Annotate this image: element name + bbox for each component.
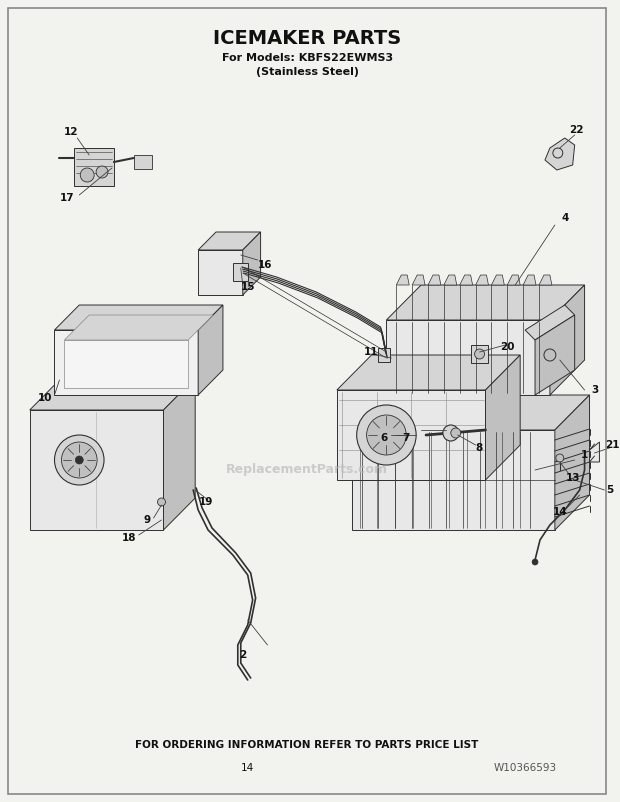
Text: 13: 13: [565, 473, 580, 483]
Text: 2: 2: [239, 650, 246, 660]
Circle shape: [366, 415, 406, 455]
Text: 12: 12: [64, 127, 79, 137]
Bar: [134, 155, 152, 169]
Polygon shape: [428, 275, 441, 285]
Polygon shape: [545, 138, 575, 170]
Polygon shape: [386, 285, 585, 320]
Text: 15: 15: [241, 282, 255, 292]
Text: 7: 7: [402, 433, 410, 443]
Circle shape: [532, 559, 538, 565]
Text: For Models: KBFS22EWMS3: For Models: KBFS22EWMS3: [221, 53, 392, 63]
Text: 20: 20: [500, 342, 515, 352]
Polygon shape: [386, 320, 550, 395]
Polygon shape: [337, 355, 520, 390]
Text: 14: 14: [552, 507, 567, 517]
Text: 1: 1: [581, 450, 588, 460]
Bar: [471, 345, 489, 363]
Text: 22: 22: [569, 125, 584, 135]
Bar: [74, 148, 114, 186]
Polygon shape: [30, 410, 164, 530]
Text: 21: 21: [605, 440, 619, 450]
Text: (Stainless Steel): (Stainless Steel): [255, 67, 358, 77]
Polygon shape: [555, 395, 590, 530]
Polygon shape: [523, 275, 536, 285]
Text: 18: 18: [122, 533, 136, 543]
Polygon shape: [396, 275, 409, 285]
Polygon shape: [30, 378, 195, 410]
Circle shape: [61, 442, 97, 478]
Text: 16: 16: [259, 260, 273, 270]
Polygon shape: [444, 275, 457, 285]
Text: 10: 10: [37, 393, 52, 403]
Text: 4: 4: [561, 213, 569, 223]
Polygon shape: [476, 275, 489, 285]
Text: 19: 19: [199, 497, 213, 507]
Circle shape: [356, 405, 416, 465]
Text: ReplacementParts.com: ReplacementParts.com: [226, 464, 388, 476]
Text: W10366593: W10366593: [494, 763, 557, 773]
Text: 5: 5: [606, 485, 613, 495]
Polygon shape: [412, 275, 425, 285]
Circle shape: [157, 498, 166, 506]
Text: 3: 3: [591, 385, 598, 395]
Polygon shape: [337, 390, 485, 480]
Polygon shape: [525, 305, 575, 340]
Polygon shape: [590, 442, 600, 462]
Text: 11: 11: [365, 347, 379, 357]
Circle shape: [96, 166, 108, 178]
Bar: [378, 348, 391, 362]
Polygon shape: [164, 378, 195, 530]
Bar: [198, 250, 243, 295]
Polygon shape: [352, 430, 555, 530]
Circle shape: [55, 435, 104, 485]
Polygon shape: [460, 275, 472, 285]
Circle shape: [80, 168, 94, 182]
Polygon shape: [507, 275, 520, 285]
Circle shape: [556, 454, 564, 462]
Polygon shape: [492, 275, 504, 285]
Polygon shape: [55, 305, 223, 330]
Polygon shape: [198, 305, 223, 395]
Polygon shape: [485, 355, 520, 480]
Polygon shape: [55, 330, 198, 395]
Polygon shape: [539, 275, 552, 285]
Circle shape: [75, 456, 83, 464]
Text: 8: 8: [475, 443, 482, 453]
Polygon shape: [550, 285, 585, 395]
Text: FOR ORDERING INFORMATION REFER TO PARTS PRICE LIST: FOR ORDERING INFORMATION REFER TO PARTS …: [135, 740, 479, 750]
Bar: [233, 263, 248, 281]
Polygon shape: [243, 232, 260, 295]
Polygon shape: [198, 232, 260, 250]
Polygon shape: [535, 315, 575, 395]
Polygon shape: [352, 395, 590, 430]
Text: ICEMAKER PARTS: ICEMAKER PARTS: [213, 29, 401, 47]
Text: 6: 6: [381, 433, 388, 443]
Circle shape: [443, 425, 459, 441]
Text: 17: 17: [60, 193, 74, 203]
Polygon shape: [64, 315, 213, 340]
Circle shape: [474, 349, 484, 359]
Polygon shape: [64, 340, 188, 388]
Text: 14: 14: [241, 763, 254, 773]
Text: 9: 9: [143, 515, 150, 525]
Circle shape: [451, 428, 461, 438]
